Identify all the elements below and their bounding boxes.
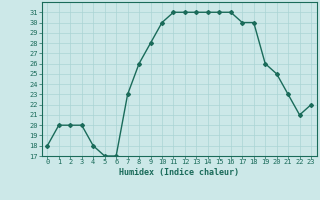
X-axis label: Humidex (Indice chaleur): Humidex (Indice chaleur) bbox=[119, 168, 239, 177]
